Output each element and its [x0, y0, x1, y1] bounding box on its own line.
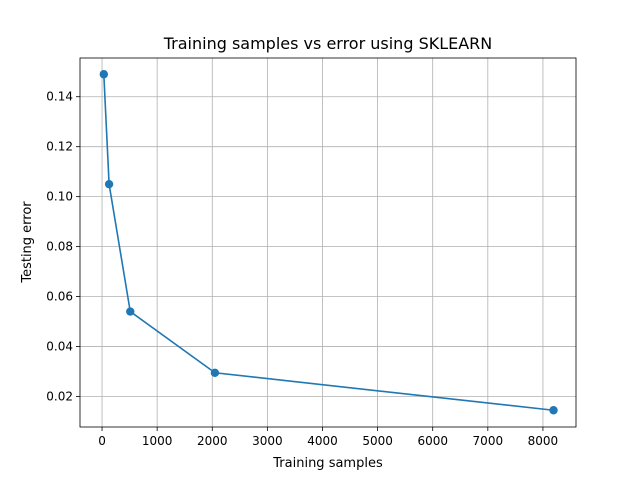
data-point [210, 368, 220, 377]
x-tick-label: 4000 [307, 434, 338, 448]
y-tick-label: 0.02 [46, 390, 73, 404]
x-tick-label: 3000 [252, 434, 283, 448]
x-tick-label: 6000 [417, 434, 448, 448]
series-layer [99, 70, 558, 415]
x-tick-label: 5000 [362, 434, 393, 448]
data-point [104, 179, 114, 189]
grid-lines [80, 58, 576, 427]
y-tick-label: 0.14 [46, 90, 73, 104]
x-tick-label: 7000 [473, 434, 504, 448]
x-tick-label: 2000 [197, 434, 228, 448]
y-tick-label: 0.06 [46, 290, 73, 304]
x-tick-label: 1000 [142, 434, 173, 448]
data-point [126, 307, 135, 316]
plot-frame [79, 57, 577, 428]
y-tick-label: 0.04 [46, 340, 73, 354]
data-point [99, 70, 109, 79]
y-tick-label: 0.10 [46, 190, 73, 204]
y-axis-label: Testing error [20, 201, 35, 284]
y-tick-label: 0.12 [46, 140, 73, 154]
data-point [549, 406, 558, 415]
x-axis-label: Training samples [272, 456, 383, 471]
x-tick-label: 0 [98, 434, 106, 448]
x-tick-label: 8000 [528, 434, 559, 448]
y-tick-label: 0.08 [46, 240, 73, 254]
axis-ticks: 0 1000 2000 3000 4000 5000 6000 7000 8000 0.02 0.0… [46, 90, 558, 448]
chart-title: Training samples vs error using SKLEARN [163, 34, 493, 53]
